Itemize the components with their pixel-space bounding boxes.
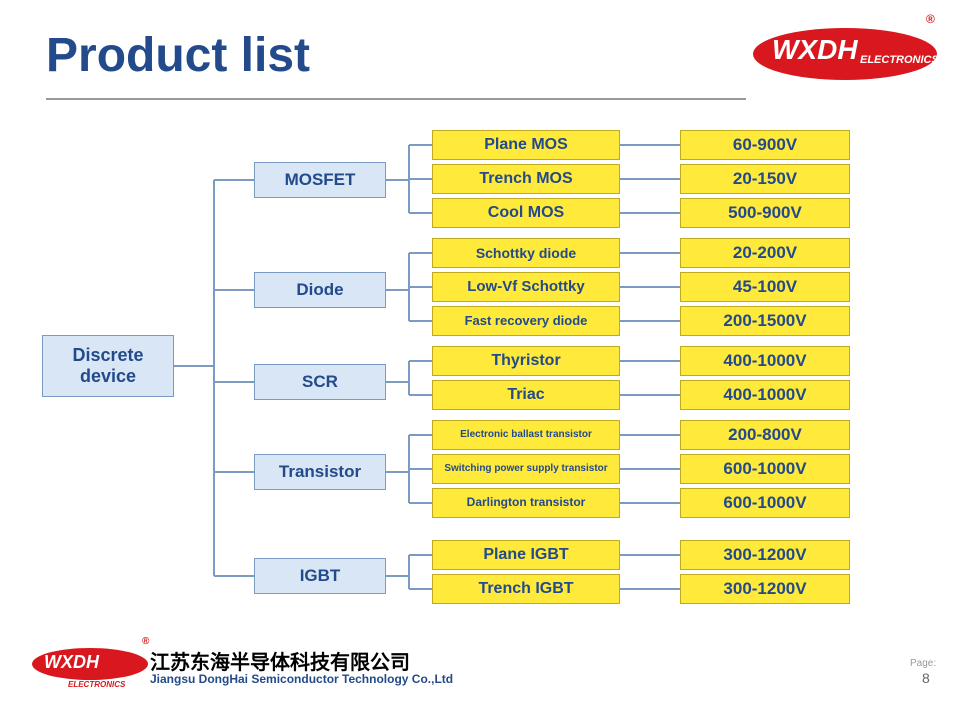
voltage-box-4: 45-100V	[680, 272, 850, 302]
subtype-box-2: Cool MOS	[432, 198, 620, 228]
category-box-4: IGBT	[254, 558, 386, 594]
category-box-2: SCR	[254, 364, 386, 400]
subtype-box-7: Triac	[432, 380, 620, 410]
subtype-box-4: Low-Vf Schottky	[432, 272, 620, 302]
voltage-box-9: 600-1000V	[680, 454, 850, 484]
footer-company-cn: 江苏东海半导体科技有限公司	[150, 646, 410, 675]
root-discrete-device: Discrete device	[42, 335, 174, 397]
subtype-box-12: Trench IGBT	[432, 574, 620, 604]
footer-company-en: Jiangsu DongHai Semiconductor Technology…	[150, 672, 453, 686]
title-rule	[46, 98, 746, 100]
subtype-box-3: Schottky diode	[432, 238, 620, 268]
voltage-box-2: 500-900V	[680, 198, 850, 228]
page-title: Product list	[46, 28, 310, 83]
logo-top: ® WXDH ELECTRONICS	[750, 12, 940, 87]
subtype-box-9: Switching power supply transistor	[432, 454, 620, 484]
logo-bottom: ® WXDH ELECTRONICS	[30, 636, 150, 687]
voltage-box-12: 300-1200V	[680, 574, 850, 604]
subtype-box-0: Plane MOS	[432, 130, 620, 160]
voltage-box-0: 60-900V	[680, 130, 850, 160]
voltage-box-3: 20-200V	[680, 238, 850, 268]
category-box-1: Diode	[254, 272, 386, 308]
subtype-box-10: Darlington transistor	[432, 488, 620, 518]
voltage-box-1: 20-150V	[680, 164, 850, 194]
voltage-box-8: 200-800V	[680, 420, 850, 450]
voltage-box-7: 400-1000V	[680, 380, 850, 410]
page-number: 8	[922, 670, 930, 686]
category-box-0: MOSFET	[254, 162, 386, 198]
subtype-box-6: Thyristor	[432, 346, 620, 376]
subtype-box-11: Plane IGBT	[432, 540, 620, 570]
page-label: Page:	[910, 658, 936, 669]
subtype-box-1: Trench MOS	[432, 164, 620, 194]
subtype-box-5: Fast recovery diode	[432, 306, 620, 336]
voltage-box-10: 600-1000V	[680, 488, 850, 518]
voltage-box-11: 300-1200V	[680, 540, 850, 570]
voltage-box-5: 200-1500V	[680, 306, 850, 336]
subtype-box-8: Electronic ballast transistor	[432, 420, 620, 450]
voltage-box-6: 400-1000V	[680, 346, 850, 376]
category-box-3: Transistor	[254, 454, 386, 490]
